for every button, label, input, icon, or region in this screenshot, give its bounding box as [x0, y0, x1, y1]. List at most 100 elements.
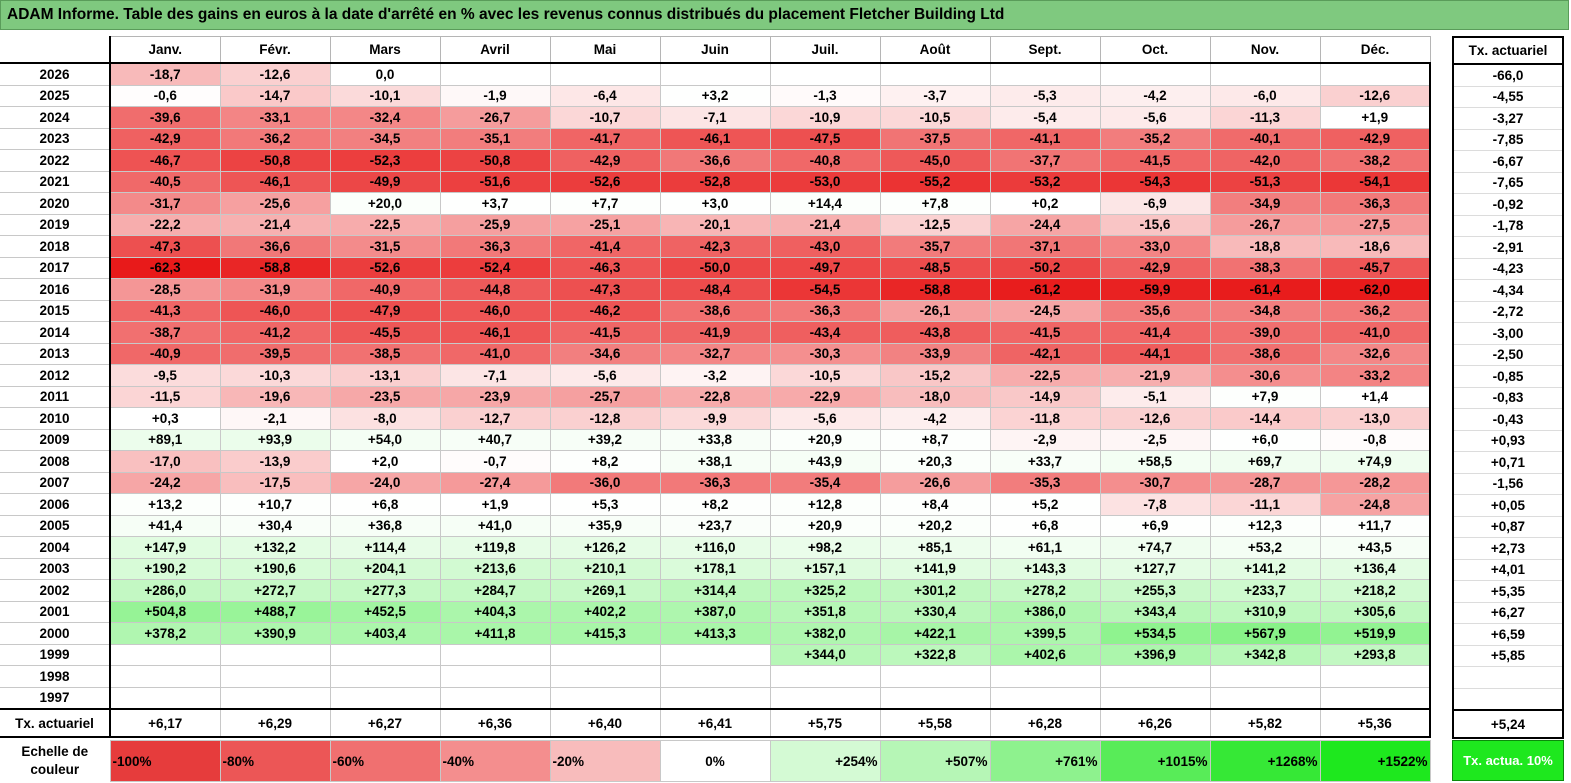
actuarial-average-row: Tx. actuariel +6,17 +6,29 +6,27 +6,36 +6,40 +6… [0, 708, 1431, 738]
gain-cell: -41,0 [439, 342, 551, 365]
gain-cell: -45,7 [1319, 256, 1431, 279]
gain-cell: +69,7 [1209, 450, 1321, 473]
gain-cell: +13,2 [109, 493, 221, 516]
gain-cell: -30,6 [1209, 364, 1321, 387]
gain-cell: -40,9 [109, 342, 221, 365]
gain-cell: -5,4 [989, 106, 1101, 129]
gain-cell: -23,9 [439, 385, 551, 408]
gain-cell: +210,1 [549, 557, 661, 580]
gain-cell: +8,4 [879, 493, 991, 516]
gain-cell: -43,0 [769, 235, 881, 258]
gain-cell [549, 643, 661, 666]
gain-cell: -49,9 [329, 170, 441, 193]
gain-cell: -1,3 [769, 84, 881, 107]
gain-cell: +272,7 [219, 579, 331, 602]
gain-cell: +74,9 [1319, 450, 1431, 473]
gain-cell: -30,3 [769, 342, 881, 365]
gain-cell: -41,4 [549, 235, 661, 258]
gain-cell [1099, 62, 1211, 86]
gain-cell [219, 643, 331, 666]
gain-cell: +3,7 [439, 192, 551, 215]
month-header: Janv. [109, 36, 221, 64]
month-header: Sept. [989, 36, 1101, 64]
scale-swatch: +1522% [1319, 740, 1431, 782]
gain-cell: -35,3 [989, 471, 1101, 494]
average-cell: +6,41 [659, 708, 771, 738]
average-row-label: Tx. actuariel [0, 708, 111, 738]
gain-cell: +41,4 [109, 514, 221, 537]
gain-cell: -22,5 [329, 213, 441, 236]
gain-cell: +519,9 [1319, 622, 1431, 645]
gain-cell: +3,2 [659, 84, 771, 107]
gain-cell: -17,0 [109, 450, 221, 473]
gain-cell: -14,7 [219, 84, 331, 107]
gain-cell: -38,3 [1209, 256, 1321, 279]
year-label: 2022 [0, 149, 111, 172]
gain-cell: -13,1 [329, 364, 441, 387]
gain-cell: -33,9 [879, 342, 991, 365]
actuarial-rate-cell: -2,50 [1452, 344, 1564, 366]
gain-cell [879, 665, 991, 688]
gain-cell: -24,0 [329, 471, 441, 494]
gain-cell: -22,9 [769, 385, 881, 408]
gain-cell: -34,6 [549, 342, 661, 365]
year-label: 2015 [0, 300, 111, 322]
gain-cell: +30,4 [219, 514, 331, 537]
gain-cell: +7,8 [879, 192, 991, 215]
table-row: 2004 +147,9 +132,2 +114,4 +119,8 +126,2 +116,0… [0, 536, 1431, 559]
gain-cell: -58,8 [879, 278, 991, 301]
gain-cell: -13,0 [1319, 407, 1431, 430]
scale-swatch: +507% [879, 740, 991, 782]
gain-cell: +5,3 [549, 493, 661, 516]
gain-cell: -38,7 [109, 321, 221, 344]
gain-cell: +43,9 [769, 450, 881, 473]
gain-cell [109, 686, 221, 710]
gain-cell: -11,3 [1209, 106, 1321, 129]
gain-cell: +98,2 [769, 536, 881, 559]
gain-cell: +33,8 [659, 428, 771, 451]
scale-swatch: +761% [989, 740, 1101, 782]
actuarial-rate-cell: -0,85 [1452, 365, 1564, 388]
gain-cell: +93,9 [219, 428, 331, 451]
gain-cell: +6,8 [989, 514, 1101, 537]
gain-cell: -18,6 [1319, 235, 1431, 258]
actuarial-rate-cell: +6,59 [1452, 623, 1564, 646]
month-header: Nov. [1209, 36, 1321, 64]
gain-cell: +89,1 [109, 428, 221, 451]
gain-cell: -49,7 [769, 256, 881, 279]
average-cell: +6,40 [549, 708, 661, 738]
gain-cell: -41,5 [1099, 149, 1211, 172]
table-row: 2020 -31,7 -25,6 +20,0 +3,7 +7,7 +3,0 +14,4 +7,8… [0, 192, 1431, 215]
gain-cell: -15,6 [1099, 213, 1211, 236]
gain-cell: -38,2 [1319, 149, 1431, 172]
year-label: 2024 [0, 106, 111, 129]
actuarial-rate-cell: +6,27 [1452, 602, 1564, 624]
gain-cell: +269,1 [549, 579, 661, 602]
gain-cell: -44,1 [1099, 342, 1211, 365]
gain-cell: -41,2 [219, 321, 331, 344]
gain-cell: -36,2 [219, 127, 331, 150]
scale-swatch: -40% [439, 740, 551, 782]
gain-cell: -5,1 [1099, 385, 1211, 408]
gain-cell: -59,9 [1099, 278, 1211, 301]
gain-cell: +178,1 [659, 557, 771, 580]
gain-cell: +2,0 [329, 450, 441, 473]
gain-cell: -28,2 [1319, 471, 1431, 494]
gain-cell: +213,6 [439, 557, 551, 580]
table-row: 2016 -28,5 -31,9 -40,9 -44,8 -47,3 -48,4 -54,5-… [0, 278, 1431, 301]
report-title: ADAM Informe. Table des gains en euros à… [0, 0, 1569, 30]
gain-cell: -41,3 [109, 299, 221, 322]
gain-cell: -36,3 [769, 299, 881, 322]
gain-cell: -26,6 [879, 471, 991, 494]
gain-cell: -14,4 [1209, 407, 1321, 430]
gain-cell: +3,0 [659, 192, 771, 215]
scale-swatch: -20% [549, 740, 661, 782]
gain-cell [329, 665, 441, 688]
actuarial-rate-cell: -7,65 [1452, 172, 1564, 194]
gain-cell: -42,3 [659, 235, 771, 258]
gain-cell: -32,6 [1319, 342, 1431, 365]
average-cell: +6,36 [439, 708, 551, 738]
gain-cell: -2,5 [1099, 428, 1211, 451]
table-row: 2000 +378,2 +390,9 +403,4 +411,8 +415,3 +413,3… [0, 622, 1431, 645]
gain-cell [769, 665, 881, 688]
